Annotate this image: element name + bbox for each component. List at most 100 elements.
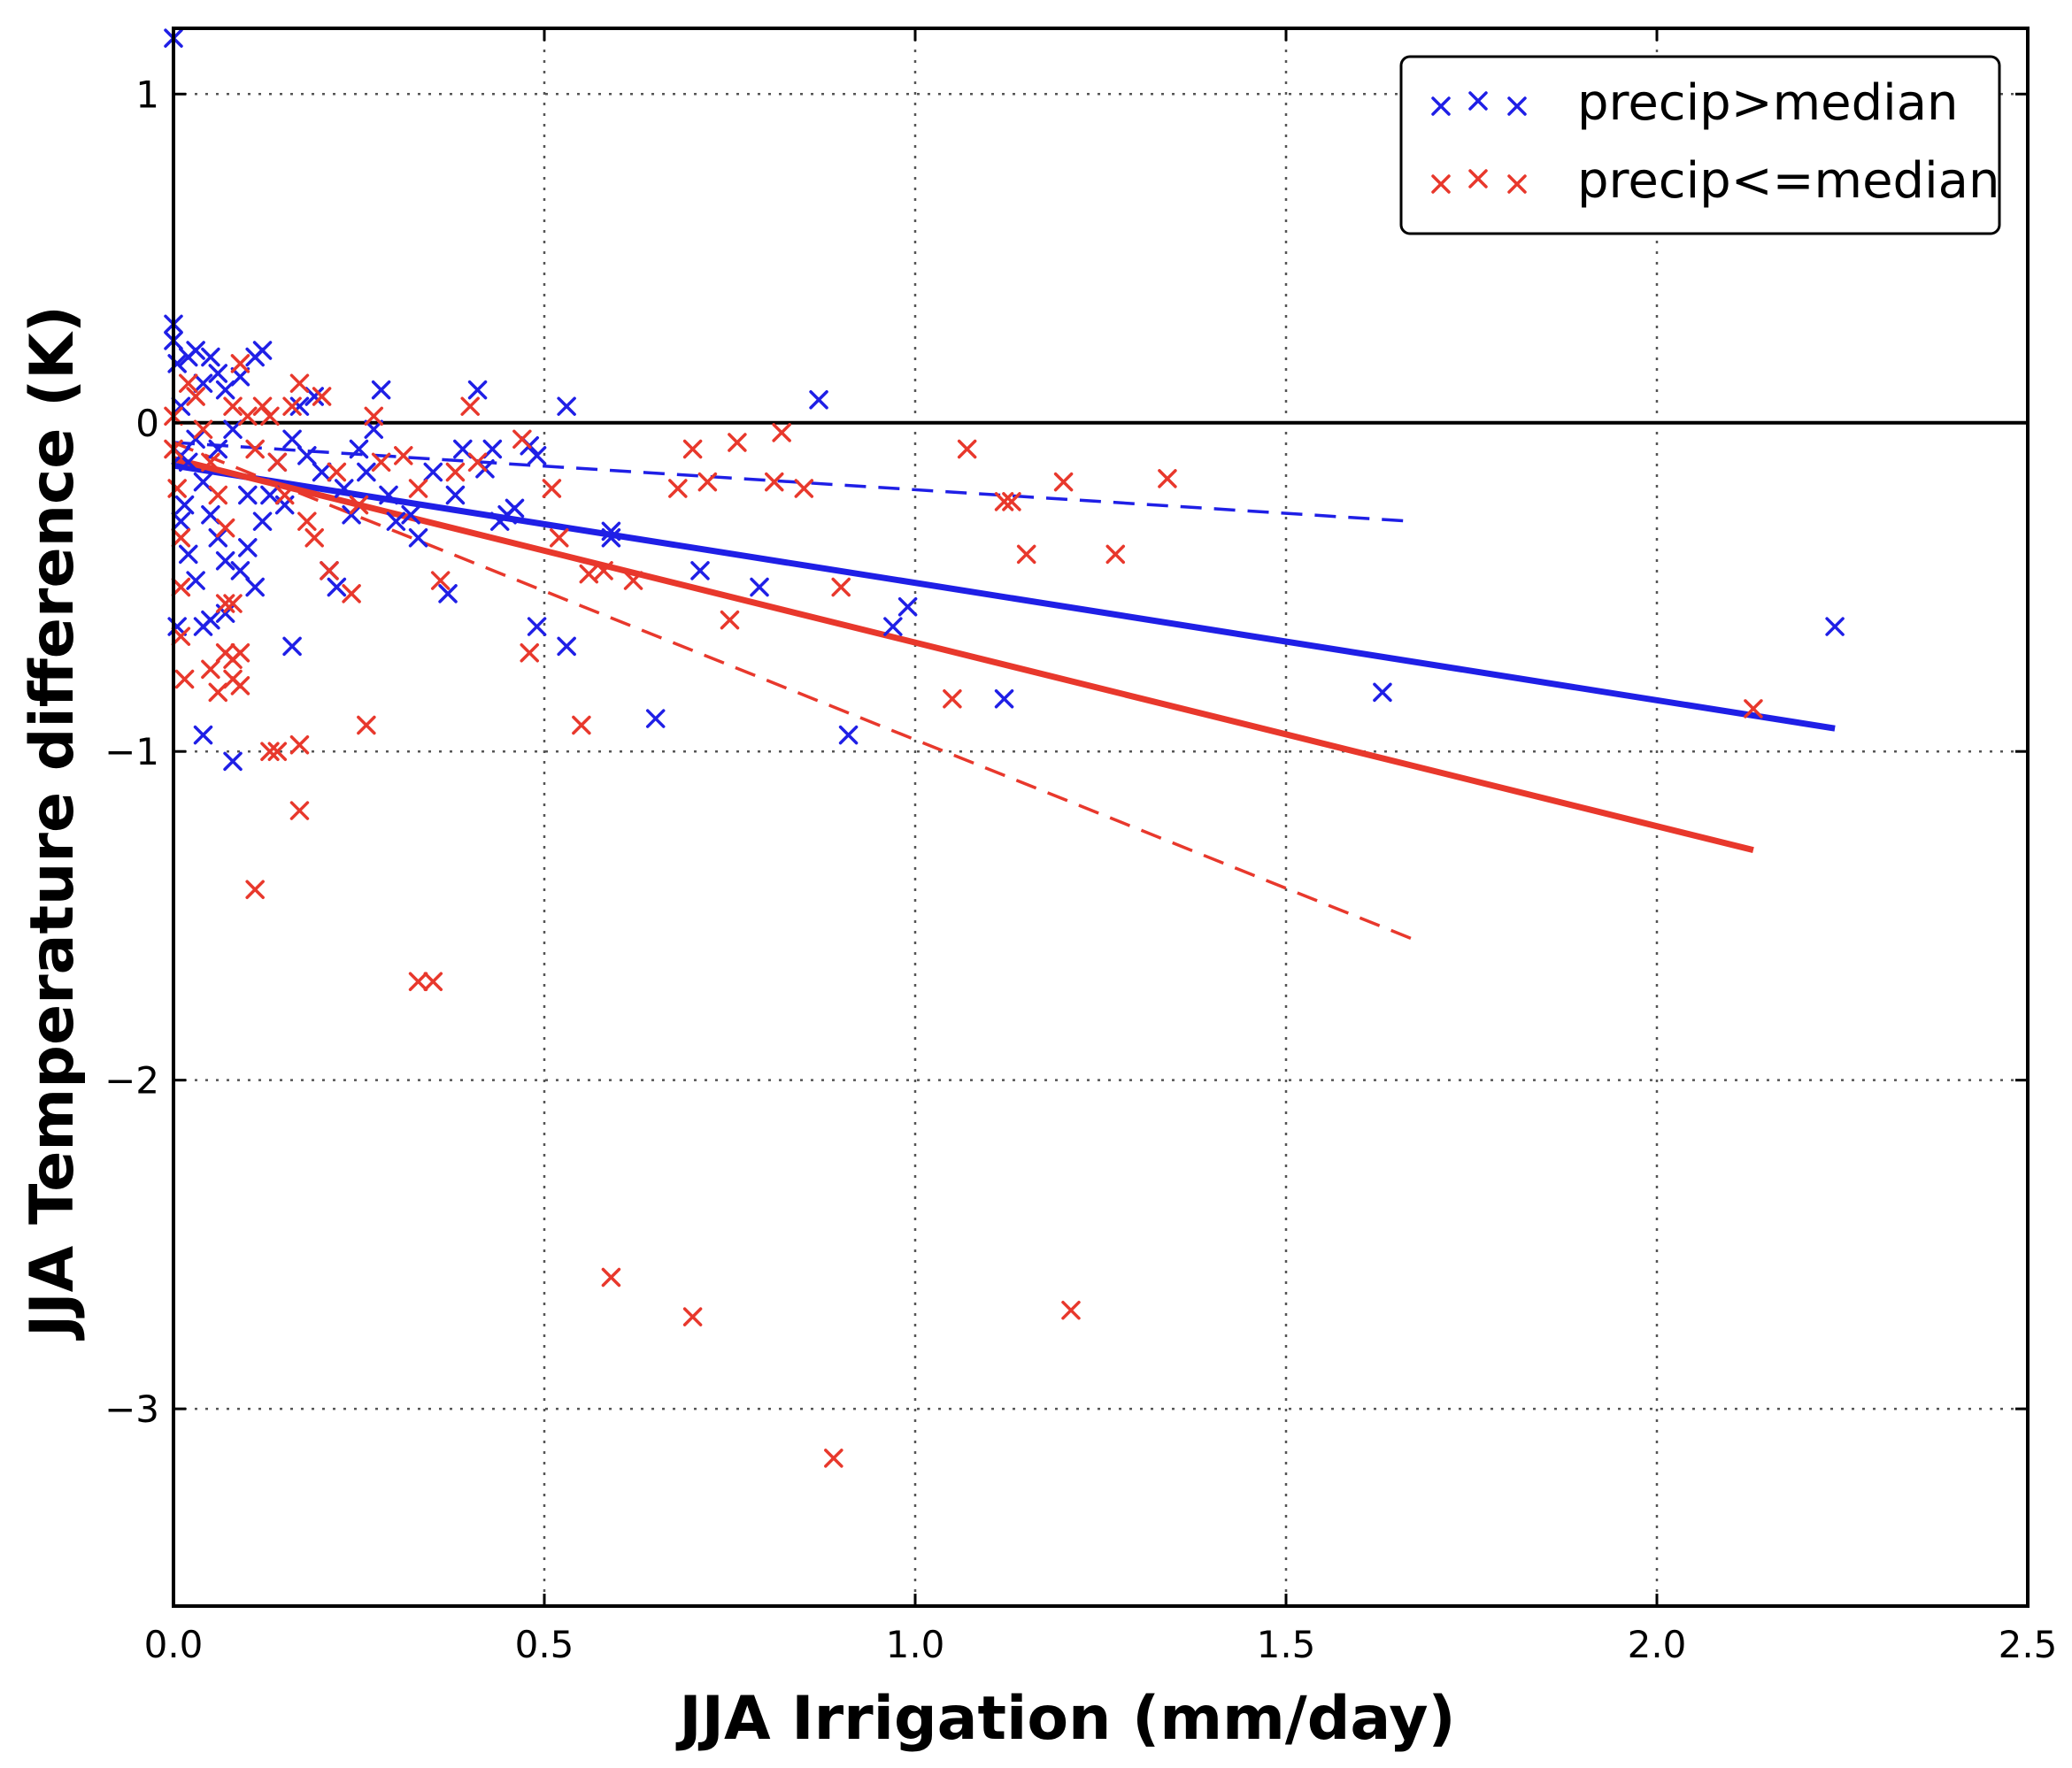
data-point-dry [520, 643, 539, 663]
data-point-dry [601, 1267, 621, 1288]
data-point-wet [467, 380, 488, 400]
data-point-dry [831, 577, 851, 597]
data-point-dry [765, 472, 784, 492]
data-point-wet [245, 577, 265, 597]
y-tick-label: 1 [135, 73, 159, 116]
legend-label-dry: precip<=median [1577, 152, 1999, 210]
legend-label-wet: precip>median [1577, 74, 1959, 132]
data-point-wet [423, 462, 443, 482]
data-point-dry [289, 373, 310, 393]
data-point-dry [342, 584, 361, 603]
data-point-dry [1053, 472, 1074, 492]
data-point-wet [208, 528, 228, 548]
data-point-wet [201, 347, 220, 367]
data-point-dry [394, 446, 413, 465]
data-point-dry [1105, 544, 1126, 565]
data-point-dry [289, 735, 310, 755]
data-point-dry [201, 659, 220, 680]
data-point-wet [1373, 682, 1392, 703]
data-point-wet [179, 452, 198, 473]
data-point-wet [994, 689, 1014, 709]
data-point-dry [201, 452, 220, 473]
data-point-dry [682, 439, 703, 459]
legend-x-marker [1507, 96, 1527, 116]
x-axis-label: JJA Irrigation (mm/day) [675, 1684, 1455, 1754]
data-point-wet [282, 636, 302, 657]
data-point-wet [230, 366, 250, 387]
data-point-dry [171, 626, 191, 646]
y-tick-label: −3 [104, 1387, 159, 1431]
data-point-wet [238, 485, 258, 505]
data-point-dry [957, 439, 977, 459]
data-point-wet [690, 561, 710, 580]
data-point-dry [728, 433, 747, 452]
data-point-wet [289, 396, 310, 416]
x-tick-label: 2.5 [1999, 1623, 2058, 1666]
data-point-dry [408, 479, 428, 498]
data-point-wet [750, 577, 769, 597]
x-tick-label: 1.0 [886, 1623, 945, 1666]
data-point-wet [282, 429, 302, 450]
data-point-wet [238, 538, 258, 557]
data-point-dry [327, 462, 347, 482]
data-point-wet [897, 597, 918, 617]
fit-line-solid-wet [173, 462, 1836, 732]
legend-marker-wet [1431, 91, 1527, 116]
data-point-wet [438, 584, 458, 603]
data-point-wet [482, 439, 503, 459]
data-point-dry [1158, 469, 1177, 488]
data-point-wet [453, 439, 473, 459]
legend-x-marker [1431, 96, 1451, 116]
data-point-dry [174, 669, 195, 689]
data-point-wet [252, 341, 273, 360]
legend-x-marker [1507, 174, 1527, 194]
y-tick-label: 0 [135, 402, 159, 445]
data-point-dry [252, 396, 273, 416]
regression-lines [173, 441, 1836, 941]
data-point-dry [943, 689, 962, 709]
data-point-dry [467, 452, 488, 473]
data-point-wet [201, 505, 220, 525]
data-point-wet [312, 462, 332, 482]
data-point-dry [772, 423, 791, 442]
data-point-wet [193, 472, 213, 492]
data-point-wet [179, 544, 198, 565]
data-point-wet [357, 462, 376, 482]
y-tick-label: −2 [104, 1059, 159, 1103]
data-point-wet [883, 617, 903, 636]
data-point-wet [297, 446, 317, 465]
data-point-dry [274, 485, 295, 505]
data-point-dry [430, 571, 451, 590]
data-point-dry [230, 354, 250, 373]
data-point-dry [238, 406, 258, 427]
data-point-dry [572, 715, 591, 735]
data-point-dry [349, 495, 369, 515]
data-point-dry [824, 1449, 843, 1468]
data-point-dry [208, 682, 228, 703]
data-point-dry [364, 406, 384, 427]
data-point-wet [557, 396, 576, 416]
data-point-dry [668, 479, 688, 498]
data-point-dry [312, 387, 332, 406]
data-point-wet [230, 561, 250, 580]
data-point-dry [297, 511, 317, 531]
data-point-wet [334, 479, 354, 498]
data-point-dry [171, 528, 191, 548]
data-point-dry [408, 972, 428, 991]
legend-marker-dry [1431, 169, 1527, 194]
data-point-dry [179, 373, 198, 393]
data-point-wet [1825, 617, 1845, 636]
data-point-dry [460, 396, 480, 416]
data-point-dry [186, 387, 205, 406]
data-point-wet [386, 511, 406, 531]
data-point-dry [230, 676, 250, 696]
data-point-wet [215, 380, 235, 400]
data-point-wet [260, 485, 280, 505]
data-point-wet [838, 725, 859, 745]
data-point-wet [193, 617, 213, 636]
data-point-wet [186, 429, 205, 450]
data-point-wet [193, 725, 213, 745]
data-point-wet [557, 636, 576, 657]
data-point-dry [594, 561, 613, 580]
